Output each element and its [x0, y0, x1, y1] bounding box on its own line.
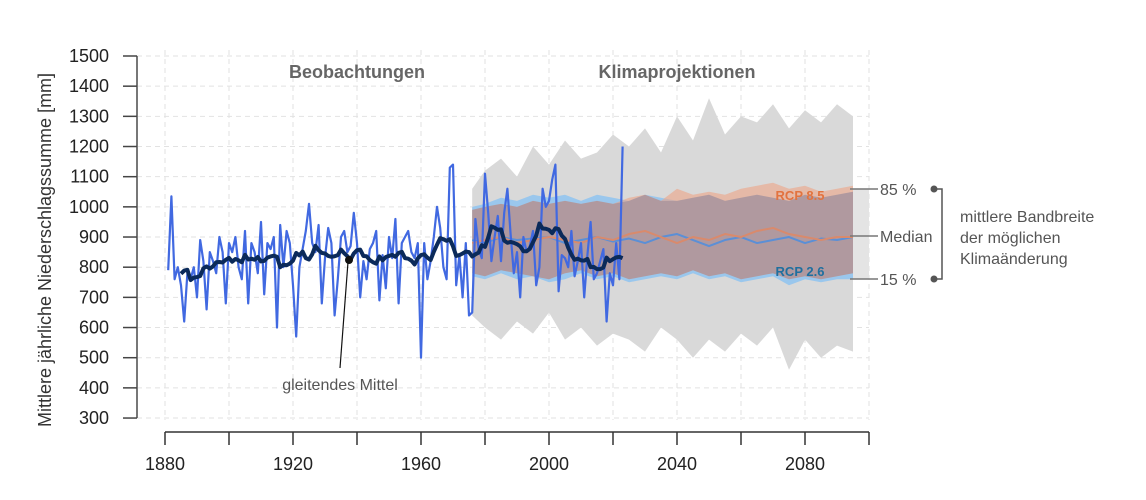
y-axis-label: Mittlere jährliche Niederschlagssumme [m…	[35, 73, 55, 427]
y-tick-label: 1500	[69, 46, 109, 66]
observations-line	[167, 146, 624, 359]
y-tick-label: 1300	[69, 106, 109, 126]
observations-section-label: Beobachtungen	[289, 62, 425, 82]
moving-average-line	[179, 221, 624, 283]
rcp26-label: RCP 2.6	[776, 264, 825, 279]
legend-85-label: 85 %	[880, 182, 916, 199]
y-tick-label: 900	[79, 227, 109, 247]
legend-median-label: Median	[880, 229, 932, 246]
x-tick-label: 2080	[785, 454, 825, 474]
rcp85-label: RCP 8.5	[776, 188, 825, 203]
legend-band-box	[850, 188, 869, 280]
y-tick-label: 700	[79, 287, 109, 307]
x-tick-label: 1880	[145, 454, 185, 474]
y-tick-label: 1400	[69, 76, 109, 96]
legend-15-label: 15 %	[880, 272, 916, 289]
y-tick-label: 400	[79, 378, 109, 398]
x-tick-label: 1960	[401, 454, 441, 474]
y-tick-label: 1000	[69, 197, 109, 217]
annotation-pointer	[339, 261, 349, 369]
projections-section-label: Klimaprojektionen	[598, 62, 755, 82]
moving-average-label: gleitendes Mittel	[282, 377, 398, 394]
y-tick-label: 1200	[69, 137, 109, 157]
x-tick-label: 2000	[529, 454, 569, 474]
y-tick-label: 800	[79, 257, 109, 277]
y-tick-label: 600	[79, 318, 109, 338]
y-tick-label: 1100	[70, 167, 109, 187]
band-overlap	[472, 191, 853, 280]
bracket-label-line: Klimaänderung	[960, 251, 1068, 268]
x-tick-label: 1920	[273, 454, 313, 474]
bracket-label-line: mittlere Bandbreite	[960, 209, 1094, 226]
legend-bracket	[934, 188, 943, 280]
annotation-dot	[345, 256, 353, 264]
bracket-label-line: der möglichen	[960, 230, 1061, 247]
y-tick-label: 500	[79, 348, 109, 368]
y-tick-label: 300	[79, 408, 109, 428]
x-tick-label: 2040	[657, 454, 697, 474]
